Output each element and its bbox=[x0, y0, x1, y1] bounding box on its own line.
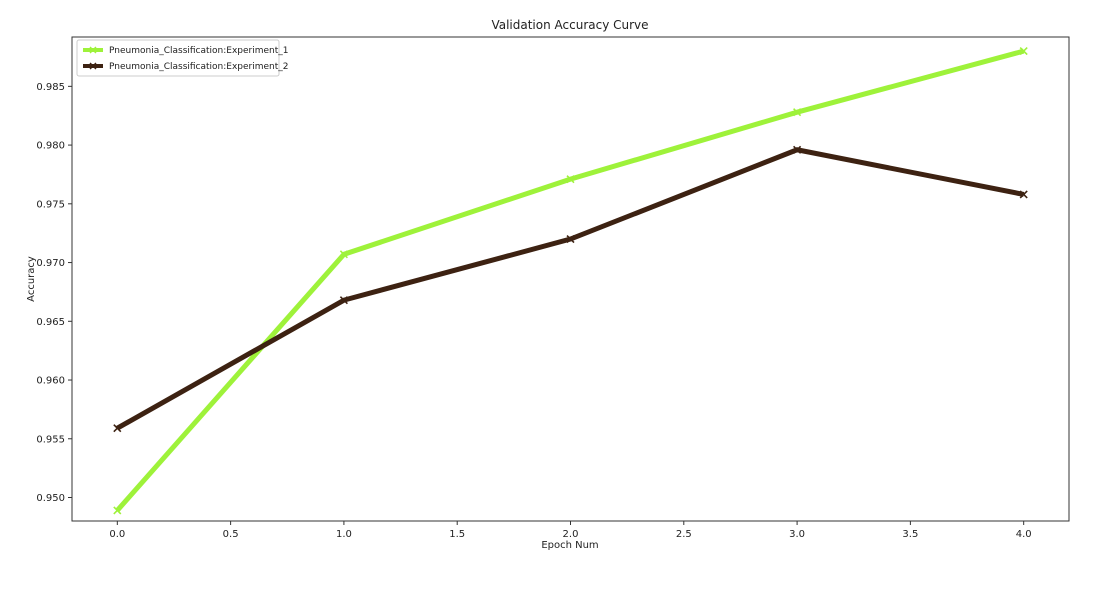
x-tick-label: 2.5 bbox=[676, 529, 692, 540]
series-2-point bbox=[113, 424, 122, 433]
series-2-point bbox=[793, 145, 802, 154]
series-1-point bbox=[793, 108, 802, 117]
legend: Pneumonia_Classification:Experiment_1 Pne… bbox=[76, 39, 289, 77]
y-tick-label: 0.970 bbox=[36, 258, 65, 269]
y-axis: 0.950 0.955 0.960 0.965 0.970 0.975 0.980 0.985 bbox=[36, 82, 72, 504]
y-tick-label: 0.955 bbox=[36, 434, 65, 445]
x-tick-label: 4.0 bbox=[1016, 529, 1032, 540]
y-tick-label: 0.975 bbox=[36, 199, 65, 210]
series-1-point bbox=[113, 506, 122, 515]
series-1-point bbox=[339, 250, 348, 259]
x-tick-label: 3.0 bbox=[789, 529, 805, 540]
x-tick-label: 3.5 bbox=[902, 529, 918, 540]
legend-label: Pneumonia_Classification:Experiment_1 bbox=[109, 46, 289, 56]
legend-item: Pneumonia_Classification:Experiment_1 bbox=[83, 46, 289, 56]
y-tick-label: 0.980 bbox=[36, 141, 65, 152]
series-2-point bbox=[566, 234, 575, 244]
series-1-point bbox=[1019, 47, 1028, 56]
legend-item: Pneumonia_Classification:Experiment_2 bbox=[83, 62, 289, 72]
x-tick-label: 1.0 bbox=[336, 529, 352, 540]
x-tick-label: 0.5 bbox=[223, 529, 239, 540]
series-layer bbox=[113, 47, 1028, 515]
y-tick-label: 0.985 bbox=[36, 82, 65, 93]
series-2-point bbox=[1019, 190, 1028, 199]
y-tick-label: 0.965 bbox=[36, 317, 65, 328]
chart-title: Validation Accuracy Curve bbox=[491, 18, 648, 32]
x-axis: 0.0 0.5 1.0 1.5 2.0 2.5 3.0 3.5 4.0 bbox=[109, 521, 1032, 540]
legend-box bbox=[76, 39, 280, 77]
series-2-point bbox=[339, 296, 348, 305]
x-tick-label: 0.0 bbox=[109, 529, 125, 540]
plot-area bbox=[71, 36, 1070, 522]
y-tick-label: 0.950 bbox=[36, 493, 65, 504]
x-tick-label: 2.0 bbox=[563, 529, 579, 540]
x-tick-label: 1.5 bbox=[449, 529, 465, 540]
y-tick-label: 0.960 bbox=[36, 376, 65, 387]
series-1-point bbox=[566, 175, 575, 184]
y-axis-label: Accuracy bbox=[26, 256, 37, 302]
legend-label: Pneumonia_Classification:Experiment_2 bbox=[109, 62, 289, 72]
x-axis-label: Epoch Num bbox=[541, 540, 598, 551]
